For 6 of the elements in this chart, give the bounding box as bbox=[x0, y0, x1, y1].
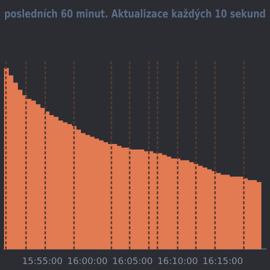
x-tick-label: 16:10:00 bbox=[157, 256, 198, 267]
x-tick-label: 15:55:00 bbox=[22, 256, 63, 267]
x-tick-label: 16:15:00 bbox=[202, 256, 244, 267]
x-tick-label: 16:00:00 bbox=[67, 256, 108, 267]
x-tick-label: 16:05:00 bbox=[112, 256, 153, 267]
chart-title: posledních 60 minut. Aktualizace každých 10 sekund bbox=[4, 8, 266, 21]
